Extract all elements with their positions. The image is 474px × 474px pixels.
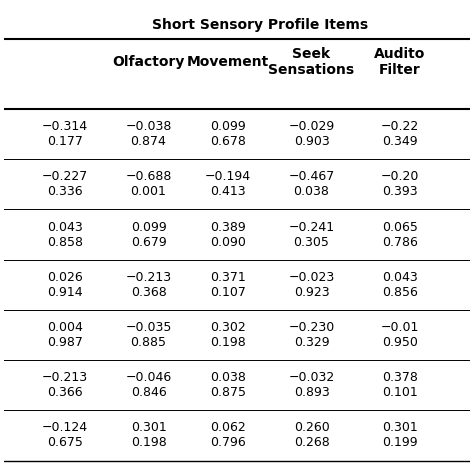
- Text: −0.230
0.329: −0.230 0.329: [288, 321, 335, 349]
- Text: Movement: Movement: [187, 55, 269, 69]
- Text: −0.01
0.950: −0.01 0.950: [381, 321, 419, 349]
- Text: 0.301
0.199: 0.301 0.199: [382, 421, 418, 449]
- Text: 0.371
0.107: 0.371 0.107: [210, 271, 246, 299]
- Text: 0.026
0.914: 0.026 0.914: [47, 271, 82, 299]
- Text: −0.20
0.393: −0.20 0.393: [381, 170, 419, 198]
- Text: 0.065
0.786: 0.065 0.786: [382, 220, 418, 248]
- Text: −0.688
0.001: −0.688 0.001: [125, 170, 172, 198]
- Text: 0.004
0.987: 0.004 0.987: [47, 321, 82, 349]
- Text: −0.032
0.893: −0.032 0.893: [288, 371, 335, 399]
- Text: −0.314
0.177: −0.314 0.177: [42, 120, 88, 148]
- Text: Short Sensory Profile Items: Short Sensory Profile Items: [152, 18, 368, 32]
- Text: −0.227
0.336: −0.227 0.336: [42, 170, 88, 198]
- Text: −0.213
0.366: −0.213 0.366: [42, 371, 88, 399]
- Text: −0.213
0.368: −0.213 0.368: [126, 271, 172, 299]
- Text: −0.046
0.846: −0.046 0.846: [126, 371, 172, 399]
- Text: 0.038
0.875: 0.038 0.875: [210, 371, 246, 399]
- Text: Olfactory: Olfactory: [112, 55, 185, 69]
- Text: Seek
Sensations: Seek Sensations: [268, 47, 355, 77]
- Text: −0.241
0.305: −0.241 0.305: [289, 220, 335, 248]
- Text: 0.378
0.101: 0.378 0.101: [382, 371, 418, 399]
- Text: −0.035
0.885: −0.035 0.885: [125, 321, 172, 349]
- Text: 0.099
0.679: 0.099 0.679: [131, 220, 166, 248]
- Text: 0.062
0.796: 0.062 0.796: [210, 421, 246, 449]
- Text: −0.038
0.874: −0.038 0.874: [125, 120, 172, 148]
- Text: 0.302
0.198: 0.302 0.198: [210, 321, 246, 349]
- Text: 0.043
0.858: 0.043 0.858: [47, 220, 82, 248]
- Text: −0.22
0.349: −0.22 0.349: [381, 120, 419, 148]
- Text: 0.043
0.856: 0.043 0.856: [382, 271, 418, 299]
- Text: Audito
Filter: Audito Filter: [374, 47, 426, 77]
- Text: 0.301
0.198: 0.301 0.198: [131, 421, 166, 449]
- Text: −0.124
0.675: −0.124 0.675: [42, 421, 88, 449]
- Text: 0.389
0.090: 0.389 0.090: [210, 220, 246, 248]
- Text: 0.260
0.268: 0.260 0.268: [293, 421, 329, 449]
- Text: −0.029
0.903: −0.029 0.903: [288, 120, 335, 148]
- Text: −0.023
0.923: −0.023 0.923: [288, 271, 335, 299]
- Text: −0.194
0.413: −0.194 0.413: [205, 170, 251, 198]
- Text: 0.099
0.678: 0.099 0.678: [210, 120, 246, 148]
- Text: −0.467
0.038: −0.467 0.038: [288, 170, 335, 198]
